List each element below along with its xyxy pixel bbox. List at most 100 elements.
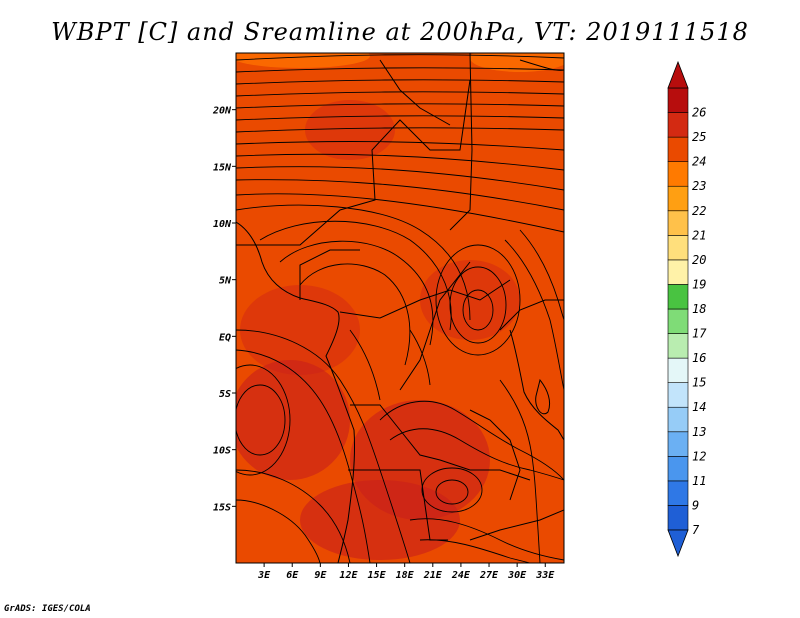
lon-tick-label: 6E bbox=[286, 570, 299, 581]
colorbar-swatch bbox=[667, 161, 689, 187]
colorbar-swatch bbox=[667, 308, 689, 334]
lon-tick-label: 3E bbox=[257, 570, 271, 581]
colorbar-swatch bbox=[667, 185, 689, 212]
streamline bbox=[236, 193, 564, 233]
streamline bbox=[499, 379, 541, 563]
nigeria-border bbox=[299, 249, 360, 300]
streamline bbox=[236, 127, 564, 133]
colorbar-label: 12 bbox=[692, 449, 706, 463]
colorbar-label: 11 bbox=[692, 474, 706, 488]
lat-tick-label: 10N bbox=[213, 219, 232, 230]
streamline bbox=[519, 229, 564, 321]
streamline-vortex bbox=[421, 467, 483, 513]
colorbar-label: 7 bbox=[692, 523, 700, 537]
streamline bbox=[236, 469, 351, 563]
wbpt-field bbox=[236, 53, 564, 563]
lat-tick-label: 5S bbox=[219, 389, 231, 400]
colorbar-max-arrow bbox=[667, 60, 689, 89]
streamline bbox=[299, 263, 411, 366]
warm-patch-sahel bbox=[305, 100, 395, 160]
latitude-axis: 20N 15N 10N 5N EQ 5S 10S 15S bbox=[212, 106, 236, 513]
map-frame bbox=[235, 52, 565, 564]
kenya-border bbox=[499, 299, 564, 331]
colorbar-swatch bbox=[667, 382, 689, 408]
lon-tick-label: 18E bbox=[396, 570, 415, 581]
streamline bbox=[259, 220, 452, 331]
lat-tick-label: 20N bbox=[212, 106, 232, 117]
streamline bbox=[236, 179, 564, 211]
colorbar-label: 23 bbox=[692, 179, 706, 193]
streamline bbox=[236, 141, 564, 151]
lake-malawi-border bbox=[469, 409, 521, 501]
colorbar-label: 21 bbox=[692, 228, 706, 242]
egypt-sudan-border bbox=[449, 53, 473, 231]
colorbar-swatch bbox=[667, 480, 689, 506]
colorbar-label: 26 bbox=[692, 106, 706, 120]
colorbar-label: 25 bbox=[692, 130, 706, 144]
streamline bbox=[409, 518, 564, 561]
colorbar-label: 19 bbox=[692, 277, 706, 291]
colorbar-label: 15 bbox=[692, 376, 706, 390]
grads-credit: GrADS: IGES/COLA bbox=[4, 604, 91, 614]
lon-tick-label: 12E bbox=[339, 570, 358, 581]
colorbar-swatch bbox=[667, 112, 689, 138]
sahel-border bbox=[236, 79, 471, 246]
colorbar-swatch bbox=[667, 333, 689, 359]
streamline bbox=[409, 329, 431, 386]
lon-tick-label: 21E bbox=[423, 570, 443, 581]
streamline bbox=[236, 349, 371, 563]
streamline bbox=[236, 115, 564, 121]
streamline bbox=[236, 91, 564, 97]
colorbar-swatch bbox=[667, 431, 689, 457]
streamline bbox=[419, 539, 531, 563]
warm-patch-east bbox=[420, 260, 520, 340]
colorbar-swatch bbox=[667, 284, 689, 310]
streamline bbox=[236, 153, 564, 171]
lon-tick-label: 15E bbox=[368, 570, 387, 581]
lat-tick-label: 5N bbox=[219, 276, 232, 287]
lat-tick-label: 15S bbox=[213, 502, 231, 513]
colorbar-swatch bbox=[667, 210, 689, 236]
colorbar-swatch bbox=[667, 259, 689, 285]
streamline bbox=[236, 329, 411, 563]
east-coastline bbox=[509, 329, 564, 441]
streamline-vortex bbox=[449, 266, 507, 344]
warm-patch-gulf bbox=[240, 285, 360, 375]
streamline-vortex bbox=[435, 244, 521, 356]
lon-tick-label: 30E bbox=[507, 570, 527, 581]
streamline bbox=[236, 204, 471, 321]
lon-tick-label: 24E bbox=[451, 570, 471, 581]
longitude-axis: 3E 6E 9E 12E 15E 18E 21E 24E 27E 30E 33E bbox=[257, 563, 555, 581]
coastlines-borders bbox=[236, 53, 564, 563]
libya-border bbox=[379, 59, 451, 126]
lat-tick-label: 15N bbox=[213, 162, 232, 173]
colorbar-swatch bbox=[667, 235, 689, 261]
lat-tick-label: 10S bbox=[213, 446, 231, 457]
angola-zambia-border bbox=[350, 404, 531, 481]
streamline bbox=[236, 54, 564, 61]
south-border bbox=[469, 509, 564, 541]
streamline-vortex bbox=[462, 289, 494, 331]
streamline bbox=[279, 240, 434, 346]
colorbar-min-arrow bbox=[667, 529, 689, 558]
central-africa-border bbox=[339, 279, 511, 319]
colorbar-swatch bbox=[667, 87, 689, 113]
hot-patch-atlantic bbox=[236, 360, 350, 480]
cool-patch-north bbox=[236, 53, 370, 68]
plot-title: WBPT [C] and Sreamline at 200hPa, VT: 20… bbox=[51, 18, 749, 46]
colorbar-swatch bbox=[667, 456, 689, 482]
streamline bbox=[236, 103, 564, 109]
colorbar-label: 24 bbox=[692, 155, 706, 169]
colorbar-label: 18 bbox=[692, 302, 706, 316]
colorbar-label: 20 bbox=[692, 253, 706, 267]
drc-border bbox=[399, 261, 471, 391]
west-coastline bbox=[236, 221, 356, 563]
streamline-vortex bbox=[435, 479, 469, 505]
colorbar-label: 22 bbox=[692, 204, 706, 218]
streamline bbox=[504, 239, 564, 391]
lon-tick-label: 33E bbox=[535, 570, 555, 581]
streamline bbox=[389, 428, 564, 481]
lake-victoria bbox=[535, 378, 551, 415]
colorbar-label: 16 bbox=[692, 351, 706, 365]
